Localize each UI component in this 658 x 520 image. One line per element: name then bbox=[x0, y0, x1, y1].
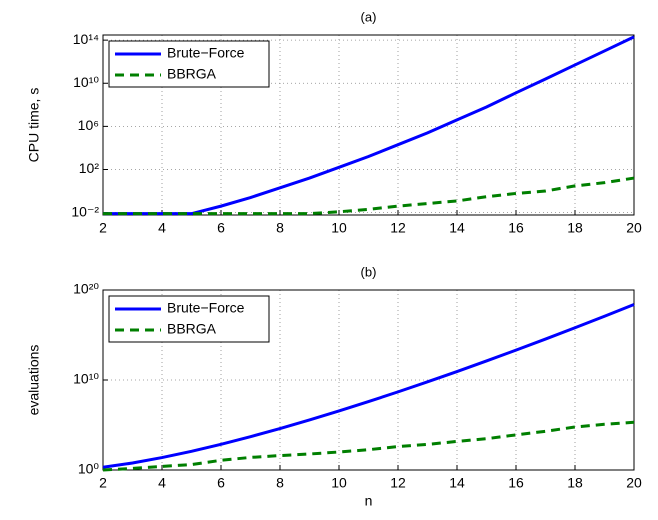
x-tick-label: 12 bbox=[390, 475, 406, 491]
data-line bbox=[103, 176, 635, 216]
legend-box bbox=[108, 295, 270, 343]
x-tick-label: 2 bbox=[99, 220, 107, 236]
x-tick-label: 10 bbox=[331, 220, 347, 236]
x-tick-label: 8 bbox=[276, 475, 284, 491]
y-tick-label: 10¹⁴ bbox=[73, 31, 99, 47]
y-tick-label: 10⁶ bbox=[78, 117, 99, 133]
x-tick-label: 14 bbox=[449, 475, 465, 491]
x-tick-label: 16 bbox=[508, 475, 524, 491]
x-tick-label: 16 bbox=[508, 220, 524, 236]
plot-frame bbox=[102, 289, 635, 471]
chart-title: (a) bbox=[361, 9, 377, 24]
x-tick-label: 18 bbox=[567, 475, 583, 491]
x-axis-label: n bbox=[365, 493, 373, 509]
legend-label: Brute−Force bbox=[167, 45, 245, 61]
x-tick-label: 10 bbox=[331, 475, 347, 491]
legend-label: Brute−Force bbox=[167, 300, 245, 316]
chart-title: (b) bbox=[361, 264, 377, 279]
plot-frame bbox=[102, 34, 635, 216]
x-tick-label: 14 bbox=[449, 220, 465, 236]
data-line bbox=[103, 35, 635, 216]
y-axis-label: evaluations bbox=[26, 345, 42, 416]
x-tick-label: 8 bbox=[276, 220, 284, 236]
x-tick-label: 2 bbox=[99, 475, 107, 491]
legend-label: BBRGA bbox=[167, 321, 217, 337]
y-tick-label: 10¹⁰ bbox=[73, 74, 99, 90]
y-tick-label: 10² bbox=[79, 160, 100, 176]
x-tick-label: 18 bbox=[567, 220, 583, 236]
data-line bbox=[102, 303, 635, 469]
legend-label: BBRGA bbox=[167, 66, 217, 82]
y-tick-label: 10⁰ bbox=[78, 461, 100, 477]
y-axis-label: CPU time, s bbox=[26, 88, 42, 163]
x-tick-label: 6 bbox=[217, 220, 225, 236]
x-tick-label: 20 bbox=[626, 220, 642, 236]
x-tick-label: 12 bbox=[390, 220, 406, 236]
legend-box bbox=[108, 40, 270, 88]
y-tick-label: 10²⁰ bbox=[73, 281, 99, 297]
y-tick-label: 10¹⁰ bbox=[73, 371, 99, 387]
x-tick-label: 20 bbox=[626, 475, 642, 491]
y-tick-label: 10⁻² bbox=[71, 203, 99, 219]
x-tick-label: 6 bbox=[217, 475, 225, 491]
x-tick-label: 4 bbox=[158, 220, 166, 236]
x-tick-label: 4 bbox=[158, 475, 166, 491]
